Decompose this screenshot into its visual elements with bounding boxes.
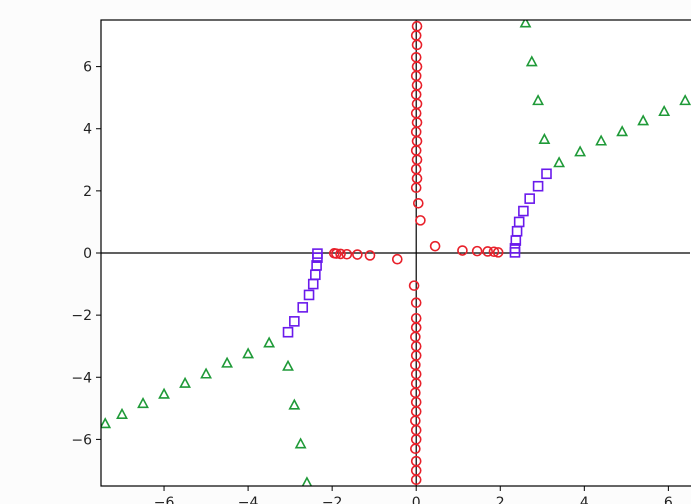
circle-point [411,39,423,51]
circle-point [492,247,504,258]
square-point [541,168,552,180]
x-tick-label: −2 [322,495,343,504]
circle-point [335,248,346,260]
y-tick-label: 2 [83,184,92,200]
y-tick-label: −6 [71,432,92,448]
triangle-point [301,476,313,486]
square-point [524,193,535,204]
square-point [289,316,300,327]
circle-point [415,215,426,226]
circle-point [413,197,424,209]
square-point [297,302,309,313]
circle-point [482,246,493,257]
series-triangle [101,20,691,486]
y-tick-label: 6 [83,60,92,76]
triangle-point [158,387,170,399]
x-tick-label: 4 [580,495,589,504]
y-tick-label: −4 [71,370,92,386]
triangle-point [242,347,255,359]
circle-point [429,240,441,252]
triangle-point [288,398,301,410]
triangle-point [538,132,551,145]
triangle-point [679,94,691,106]
triangle-point [574,145,587,157]
y-tick-label: −2 [71,308,92,324]
circle-point [352,249,363,260]
circle-point [408,280,420,291]
square-point [282,326,294,338]
square-point [307,278,319,290]
triangle-point [519,20,532,28]
circle-point [410,312,422,324]
x-tick-label: 6 [664,495,673,504]
triangle-point [179,376,191,388]
circle-point [410,297,422,309]
plot-frame [100,19,691,487]
triangle-point [532,94,545,106]
triangle-point [101,417,112,429]
triangle-point [525,55,538,67]
square-point [303,289,315,301]
x-tick-label: 0 [412,495,421,504]
square-point [518,205,529,217]
y-tick-label: 4 [83,122,92,138]
circle-point [410,455,422,467]
triangle-point [294,437,307,449]
triangle-point [116,407,128,419]
circle-point [364,250,376,261]
square-point [509,243,521,254]
triangle-point [200,367,213,379]
triangle-point [595,134,608,146]
square-point [532,180,544,192]
circle-point [341,248,353,260]
triangle-point [658,104,671,117]
triangle-point [137,396,149,409]
triangle-point [637,114,650,126]
x-tick-label: −4 [238,495,259,504]
triangle-point [282,359,294,371]
triangle-point [616,125,629,137]
square-point [312,252,323,263]
circle-point [328,248,340,259]
series-circle [328,20,504,486]
x-tick-label: 2 [496,495,505,504]
circle-point [410,182,422,194]
triangle-point [263,336,276,348]
y-tick-label: 0 [83,246,92,262]
x-tick-label: −6 [154,495,175,504]
circle-point [488,246,500,258]
circle-point [391,253,403,265]
series-square [282,168,552,338]
triangle-point [553,156,566,168]
circle-point [471,245,483,257]
triangle-point [221,356,234,368]
square-point [513,216,525,228]
circle-point [457,245,468,256]
